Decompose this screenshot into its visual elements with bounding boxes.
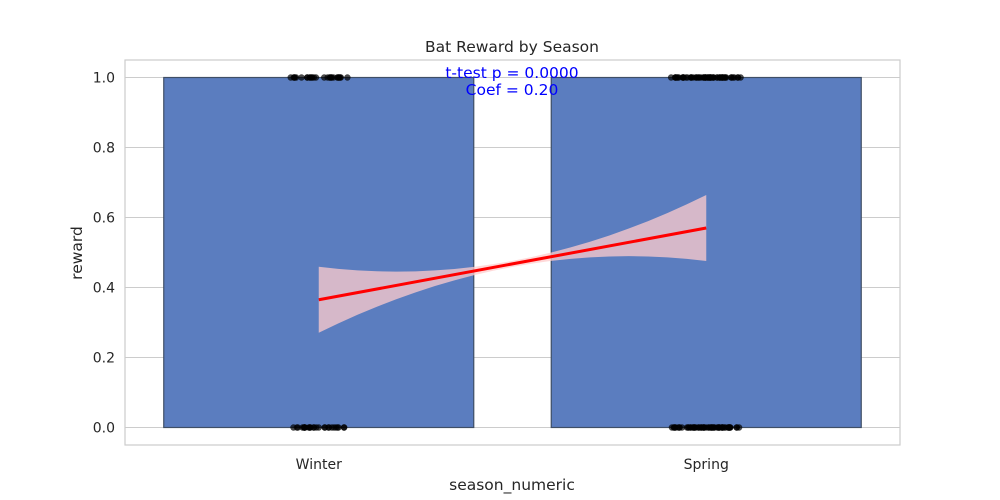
x-axis-label: season_numeric [449, 476, 575, 495]
strip-point [671, 74, 679, 81]
strip-point [325, 424, 332, 431]
y-tick-label: 1.0 [93, 71, 115, 87]
strip-point [301, 424, 308, 431]
strip-point [690, 424, 698, 431]
x-tick-label: Spring [684, 457, 729, 473]
strip-point [294, 424, 302, 431]
plot-frame [124, 59, 901, 446]
x-ticks: Winter Spring [296, 457, 729, 473]
regression-line-group [318, 226, 707, 302]
strip-point [304, 74, 311, 81]
annotation-coef: Coef = 0.20 [466, 81, 559, 99]
y-tick-label: 0.2 [93, 351, 115, 367]
strip-point [676, 424, 683, 431]
y-tick-label: 0.6 [93, 211, 115, 227]
regression-line [318, 226, 707, 302]
strip-point [687, 74, 695, 81]
strip-point [726, 424, 733, 431]
strip-point [714, 74, 721, 81]
strip-points [287, 74, 744, 431]
strip-point [298, 74, 305, 81]
strip-point [731, 74, 738, 81]
strip-point [705, 74, 712, 81]
strip-point [701, 424, 708, 431]
strip-point [700, 74, 707, 81]
chart-title: Bat Reward by Season [425, 38, 599, 56]
strip-point [310, 424, 317, 431]
y-tick-label: 0.8 [93, 141, 115, 157]
strip-point [328, 74, 335, 81]
y-tick-label: 0.0 [93, 421, 115, 437]
y-axis-label: reward [68, 226, 86, 280]
strip-point [312, 74, 320, 81]
y-ticks: 0.0 0.2 0.4 0.6 0.8 1.0 [93, 71, 115, 437]
annotation-ttest: t-test p = 0.0000 [445, 64, 578, 82]
strip-point [670, 424, 678, 431]
strip-point [340, 424, 348, 431]
strip-point [287, 74, 294, 81]
strip-point [335, 74, 343, 81]
strip-point [334, 424, 341, 431]
y-tick-label: 0.4 [93, 281, 115, 297]
strip-point [344, 74, 351, 81]
strip-point [290, 424, 297, 431]
strip-point [719, 424, 726, 431]
x-tick-label: Winter [296, 457, 342, 473]
strip-point [733, 424, 741, 431]
bar-winter [163, 76, 475, 429]
strip-point [721, 74, 729, 81]
strip-point [695, 424, 702, 431]
